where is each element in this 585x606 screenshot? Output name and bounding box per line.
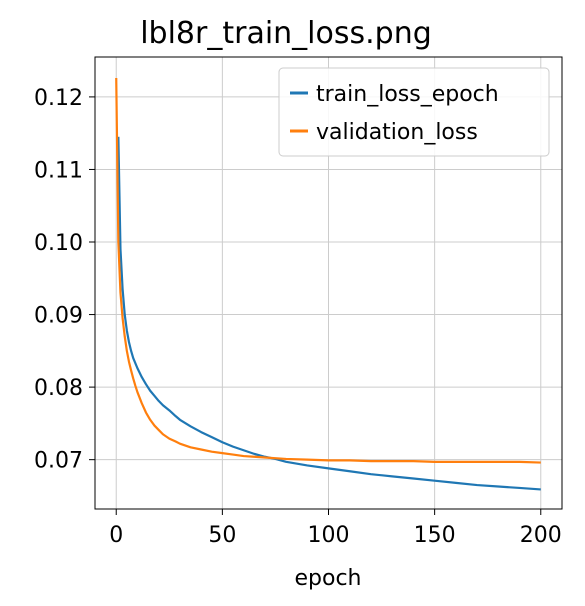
x-tick-label: 0 xyxy=(109,523,123,548)
series-lines xyxy=(115,78,541,491)
legend-box xyxy=(278,67,550,157)
legend: train_loss_epoch validation_loss xyxy=(278,67,550,157)
series-line-validation-loss xyxy=(115,78,541,464)
x-tick-label: 50 xyxy=(208,523,236,548)
y-tick-label: 0.08 xyxy=(34,376,83,401)
x-tick-label: 100 xyxy=(308,523,350,548)
x-tick-label: 200 xyxy=(520,523,562,548)
y-tick-label: 0.07 xyxy=(34,449,83,474)
legend-label-train-loss-epoch: train_loss_epoch xyxy=(316,82,499,107)
legend-label-validation-loss: validation_loss xyxy=(316,120,478,145)
x-tick-label: 150 xyxy=(414,523,456,548)
x-axis: 0 50 100 150 200 xyxy=(109,509,562,548)
y-tick-label: 0.12 xyxy=(34,86,83,111)
x-axis-label: epoch xyxy=(295,566,362,591)
y-axis: 0.07 0.08 0.09 0.10 0.11 0.12 xyxy=(34,86,95,474)
y-tick-label: 0.11 xyxy=(34,158,83,183)
series-line-train-loss-epoch xyxy=(117,136,541,491)
y-tick-label: 0.10 xyxy=(34,231,83,256)
y-tick-label: 0.09 xyxy=(34,304,83,329)
chart-title: lbl8r_train_loss.png xyxy=(140,16,432,51)
